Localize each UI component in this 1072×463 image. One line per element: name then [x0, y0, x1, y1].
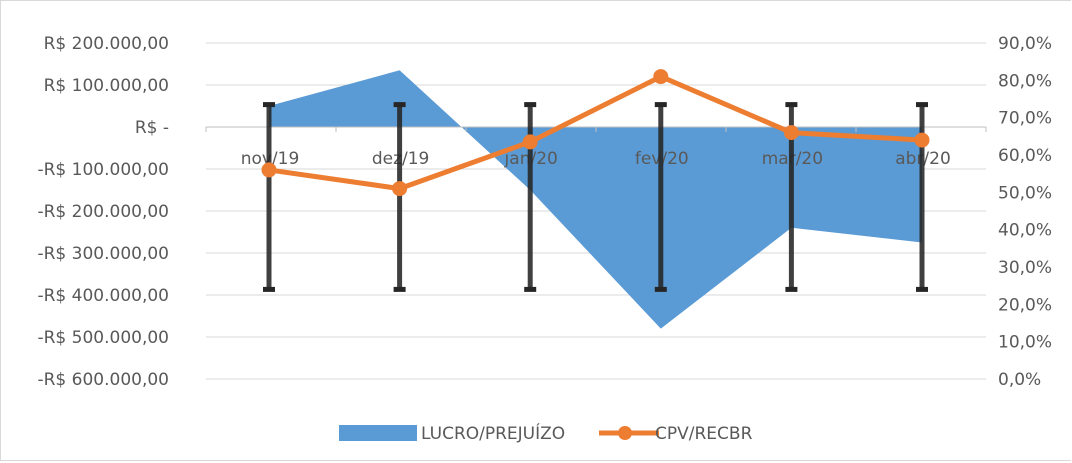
data-point-cpv-recbr — [261, 162, 277, 178]
left-axis-tick-label: -R$ 300.000,00 — [37, 244, 169, 264]
cpv-recbr-line — [261, 69, 930, 197]
left-axis-tick-label: -R$ 500.000,00 — [37, 328, 169, 348]
legend-label-lucro-prejuizo: LUCRO/PREJUÍZO — [421, 422, 565, 444]
data-point-cpv-recbr — [392, 181, 408, 197]
right-axis-tick-label: 20,0% — [998, 295, 1052, 315]
legend: LUCRO/PREJUÍZO CPV/RECBR — [339, 422, 753, 444]
left-axis-tick-label: -R$ 600.000,00 — [37, 370, 169, 390]
right-axis-tick-label: 30,0% — [998, 258, 1052, 278]
legend-swatch-lucro-prejuizo — [339, 425, 417, 441]
left-axis-tick-label: R$ 100.000,00 — [44, 76, 169, 96]
right-axis-tick-label: 60,0% — [998, 146, 1052, 166]
data-point-cpv-recbr — [783, 125, 799, 141]
right-axis-tick-label: 50,0% — [998, 183, 1052, 203]
right-axis-tick-label: 90,0% — [998, 34, 1052, 54]
left-axis: R$ 200.000,00 R$ 100.000,00 R$ - -R$ 100.00… — [37, 34, 169, 390]
left-axis-tick-label: -R$ 200.000,00 — [37, 202, 169, 222]
data-point-cpv-recbr — [653, 69, 669, 85]
data-point-cpv-recbr — [914, 132, 930, 148]
legend-label-cpv-recbr: CPV/RECBR — [655, 424, 753, 444]
left-axis-tick-label: -R$ 400.000,00 — [37, 286, 169, 306]
left-axis-tick-label: R$ 200.000,00 — [44, 34, 169, 54]
legend-swatch-marker-cpv-recbr — [618, 426, 632, 440]
right-axis-tick-label: 10,0% — [998, 333, 1052, 353]
right-axis: 90,0% 80,0% 70,0% 60,0% 50,0% 40,0% 30,0% 20,0%… — [998, 34, 1052, 390]
left-axis-tick-label: R$ - — [135, 118, 169, 138]
right-axis-tick-label: 0,0% — [998, 370, 1041, 390]
right-axis-tick-label: 80,0% — [998, 71, 1052, 91]
lucro-prejuizo-area — [269, 70, 922, 329]
right-axis-tick-label: 40,0% — [998, 221, 1052, 241]
right-axis-tick-label: 70,0% — [998, 109, 1052, 129]
area-lucro-prejuizo — [269, 70, 922, 329]
line-cpv-recbr — [266, 74, 925, 192]
left-axis-tick-label: -R$ 100.000,00 — [37, 160, 169, 180]
data-point-cpv-recbr — [522, 134, 538, 150]
